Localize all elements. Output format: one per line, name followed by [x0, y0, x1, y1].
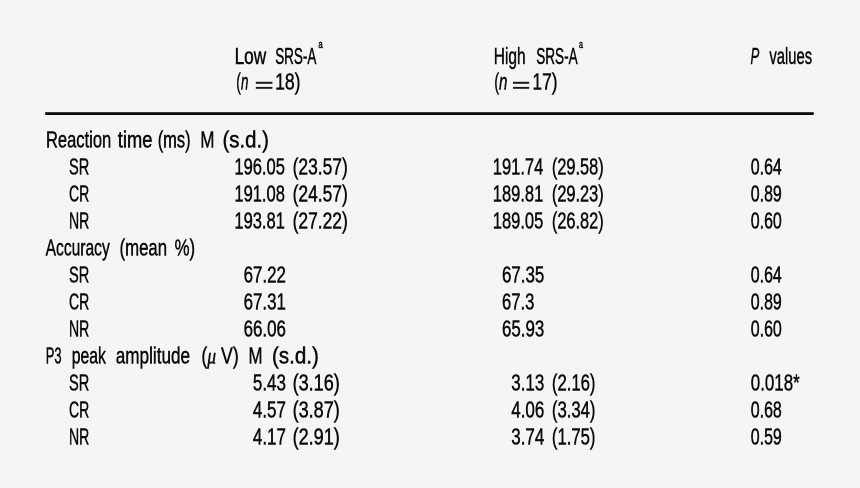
svg-text:67.31: 67.31	[244, 288, 286, 314]
svg-text:amplitude: amplitude	[116, 342, 190, 368]
svg-text:(29.23): (29.23)	[552, 180, 604, 206]
svg-text:0.89: 0.89	[751, 288, 782, 314]
svg-text:0.64: 0.64	[751, 153, 782, 179]
svg-text:CR: CR	[69, 180, 89, 206]
svg-text:3.74: 3.74	[511, 423, 544, 449]
svg-text:196.05: 196.05	[234, 153, 285, 179]
svg-text:67.35: 67.35	[502, 261, 544, 287]
svg-text:SRS-A: SRS-A	[275, 43, 316, 69]
svg-text:(24.57): (24.57)	[293, 180, 348, 206]
svg-text:(ms): (ms)	[158, 126, 191, 152]
svg-text:(μ V): (μ V)	[201, 342, 238, 369]
svg-text:M: M	[249, 342, 263, 368]
svg-text:Reaction: Reaction	[46, 126, 111, 152]
svg-text:0.68: 0.68	[751, 396, 782, 422]
svg-text:SRS-A: SRS-A	[536, 43, 578, 69]
svg-text:values: values	[769, 43, 812, 69]
svg-text:193.81: 193.81	[234, 207, 285, 233]
svg-text:67.3: 67.3	[502, 288, 534, 314]
svg-text:4.57: 4.57	[253, 396, 286, 422]
svg-text:191.08: 191.08	[234, 180, 285, 206]
svg-text:(26.82): (26.82)	[552, 207, 604, 233]
svg-text:P3: P3	[46, 342, 62, 368]
svg-text:18): 18)	[275, 69, 300, 95]
svg-text:P: P	[751, 43, 760, 69]
svg-text:0.59: 0.59	[751, 423, 782, 449]
svg-text:n: n	[241, 69, 248, 95]
svg-text:NR: NR	[69, 315, 89, 341]
svg-text:peak: peak	[72, 342, 106, 368]
svg-text:(s.d.): (s.d.)	[223, 126, 269, 152]
svg-text:n: n	[499, 69, 507, 95]
svg-text:5.43: 5.43	[253, 369, 286, 395]
svg-text:0.64: 0.64	[751, 261, 782, 287]
svg-text:(: (	[494, 69, 499, 95]
svg-text:4.17: 4.17	[253, 423, 286, 449]
svg-text:Low: Low	[235, 43, 267, 69]
svg-text:(s.d.): (s.d.)	[272, 342, 319, 368]
svg-text:SR: SR	[69, 153, 89, 179]
svg-text:NR: NR	[69, 207, 89, 233]
svg-text:(29.58): (29.58)	[552, 153, 604, 179]
svg-text:66.06: 66.06	[244, 315, 286, 341]
svg-text:0.89: 0.89	[751, 180, 782, 206]
svg-text:67.22: 67.22	[244, 261, 286, 287]
svg-text:NR: NR	[69, 423, 89, 449]
svg-text:High: High	[494, 43, 526, 69]
svg-text:(: (	[236, 69, 241, 95]
svg-text:(3.34): (3.34)	[552, 396, 596, 422]
svg-text:0.60: 0.60	[751, 315, 782, 341]
svg-text:a: a	[579, 39, 584, 51]
svg-text:CR: CR	[69, 396, 89, 422]
svg-text:0.018*: 0.018*	[751, 369, 800, 395]
svg-text:189.81: 189.81	[493, 180, 544, 206]
svg-text:a: a	[318, 39, 323, 51]
svg-text:SR: SR	[69, 369, 89, 395]
svg-text:191.74: 191.74	[493, 153, 544, 179]
svg-text:SR: SR	[69, 261, 89, 287]
svg-text:(2.91): (2.91)	[293, 423, 340, 449]
svg-text:17): 17)	[532, 69, 557, 95]
svg-text:4.06: 4.06	[511, 396, 544, 422]
svg-text:(2.16): (2.16)	[552, 369, 596, 395]
svg-text:Accuracy: Accuracy	[46, 234, 110, 260]
svg-text:189.05: 189.05	[493, 207, 544, 233]
svg-text:(23.57): (23.57)	[293, 153, 348, 179]
svg-text:0.60: 0.60	[751, 207, 782, 233]
svg-text:(27.22): (27.22)	[293, 207, 348, 233]
svg-text:time: time	[118, 126, 153, 152]
svg-text:3.13: 3.13	[511, 369, 544, 395]
svg-text:CR: CR	[69, 288, 89, 314]
svg-text:(3.16): (3.16)	[293, 369, 340, 395]
svg-text:65.93: 65.93	[502, 315, 544, 341]
svg-text:M: M	[200, 126, 214, 152]
svg-text:(1.75): (1.75)	[552, 423, 596, 449]
svg-text:(3.87): (3.87)	[293, 396, 340, 422]
svg-text:(mean %): (mean %)	[120, 234, 196, 260]
